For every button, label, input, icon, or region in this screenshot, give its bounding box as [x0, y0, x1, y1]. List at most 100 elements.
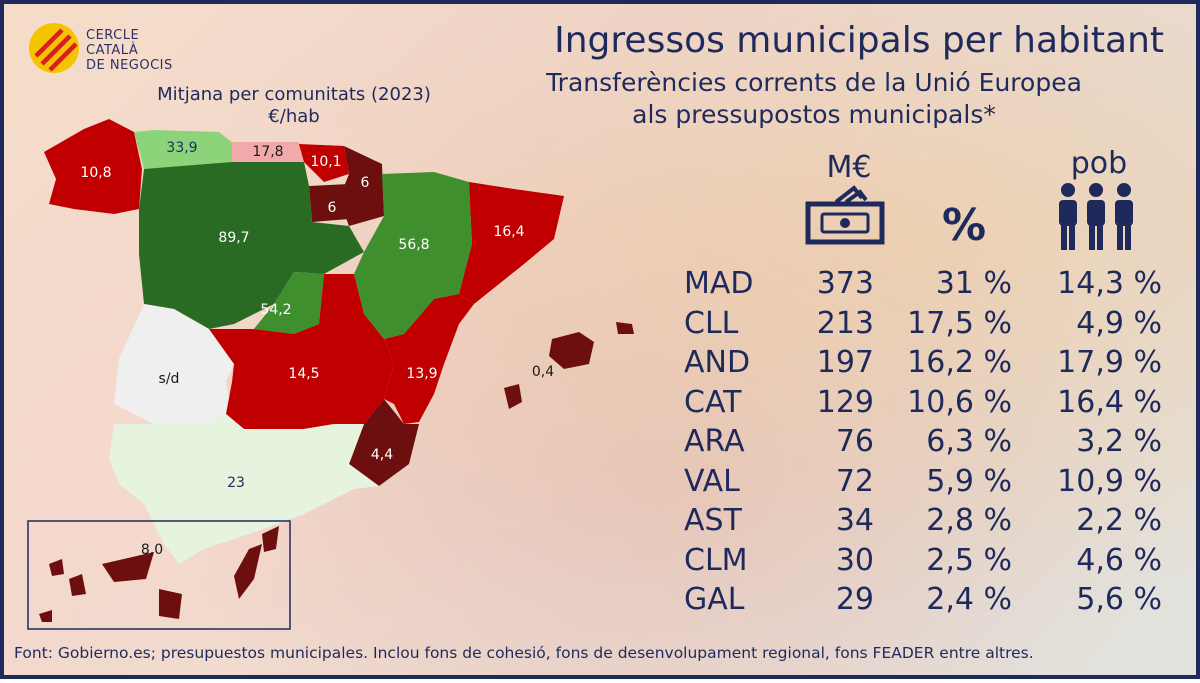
map-label-bal: 0,4 — [532, 364, 554, 380]
source-footnote: Font: Gobierno.es; presupuestos municipa… — [14, 644, 1034, 662]
banknote-icon — [805, 185, 885, 245]
map-label-mad: 54,2 — [260, 302, 291, 318]
people-icon — [1059, 183, 1133, 250]
table-row: CLL 213 17,5 % 4,9 % — [684, 306, 1164, 346]
row-millions: 29 — [835, 582, 874, 617]
map-label-and: 23 — [227, 475, 245, 491]
map-label-ara: 56,8 — [398, 237, 429, 253]
region-ast — [134, 130, 234, 169]
map-label-nav: 6 — [361, 175, 370, 191]
map-label-can-is: 8,0 — [141, 542, 163, 558]
region-canarias-7 — [39, 610, 52, 622]
header-millions: M€ — [826, 150, 872, 185]
row-millions: 129 — [816, 384, 874, 420]
row-code: AST — [684, 503, 742, 538]
region-cll — [139, 162, 364, 329]
logo-line-2: CATALÀ — [86, 43, 139, 58]
region-cat — [459, 182, 564, 304]
row-percent: 2,4 % — [926, 582, 1012, 617]
map-label-gal: 10,8 — [80, 165, 111, 181]
map-heading-unit: €/hab — [268, 106, 320, 127]
region-ext — [114, 304, 234, 424]
subtitle-line-2: als pressupostos municipals* — [632, 100, 996, 129]
row-population: 5,6 % — [1076, 582, 1162, 617]
row-code: VAL — [684, 463, 740, 499]
row-percent: 5,9 % — [926, 463, 1012, 499]
header-population: pob — [1070, 146, 1128, 181]
row-percent: 31 % — [935, 266, 1012, 301]
map-label-clm: 14,5 — [288, 366, 319, 382]
table-row: MAD 373 31 % 14,3 % — [684, 266, 1164, 306]
region-canarias-5 — [234, 544, 262, 599]
logo-line-3: DE NEGOCIS — [86, 58, 173, 73]
map-label-ext: s/d — [159, 371, 180, 387]
map-label-pva: 10,1 — [310, 154, 341, 170]
region-bal — [549, 332, 594, 369]
row-millions: 72 — [835, 463, 874, 499]
data-table: MAD 373 31 % 14,3 % CLL 213 17,5 % 4,9 % AND 197 1… — [684, 266, 1164, 622]
region-bal-eivissa — [504, 384, 522, 409]
map-label-rio: 6 — [328, 200, 337, 216]
row-population: 3,2 % — [1076, 424, 1162, 459]
region-clm — [209, 274, 394, 429]
table-row: GAL 29 2,4 % 5,6 % — [684, 582, 1164, 622]
logo-line-1: CERCLE — [86, 28, 140, 43]
row-population: 16,4 % — [1057, 384, 1162, 420]
table-row: CAT 129 10,6 % 16,4 % — [684, 385, 1164, 425]
region-ara — [354, 172, 472, 339]
row-code: CLM — [684, 542, 748, 578]
row-population: 10,9 % — [1057, 463, 1162, 499]
row-millions: 34 — [835, 503, 874, 538]
row-code: MAD — [684, 266, 754, 301]
region-mad — [254, 272, 324, 334]
row-percent: 2,8 % — [926, 503, 1012, 538]
table-row: ARA 76 6,3 % 3,2 % — [684, 424, 1164, 464]
table-row: CLM 30 2,5 % 4,6 % — [684, 543, 1164, 583]
row-percent: 16,2 % — [907, 345, 1012, 380]
map-label-cat: 16,4 — [493, 224, 524, 240]
row-percent: 6,3 % — [926, 424, 1012, 459]
table-row: VAL 72 5,9 % 10,9 % — [684, 464, 1164, 504]
region-pva — [299, 144, 349, 182]
row-percent: 17,5 % — [907, 305, 1012, 341]
region-mur — [349, 399, 419, 486]
row-code: CAT — [684, 384, 742, 420]
header-percent: % — [941, 200, 987, 251]
logo: CERCLE CATALÀ DE NEGOCIS — [28, 22, 248, 92]
map-heading: Mitjana per comunitats (2023) €/hab — [114, 84, 474, 128]
region-bal-menorca — [616, 322, 634, 334]
map-label-can: 17,8 — [252, 144, 283, 160]
row-code: AND — [684, 345, 751, 380]
row-millions: 197 — [816, 345, 874, 380]
row-code: GAL — [684, 582, 745, 617]
region-canarias-3 — [102, 552, 154, 582]
row-millions: 213 — [816, 305, 874, 341]
row-population: 4,9 % — [1076, 305, 1162, 341]
row-millions: 76 — [835, 424, 874, 459]
table-row: AST 34 2,8 % 2,2 % — [684, 503, 1164, 543]
table-row: AND 197 16,2 % 17,9 % — [684, 345, 1164, 385]
row-percent: 10,6 % — [907, 384, 1012, 420]
row-population: 4,6 % — [1076, 542, 1162, 578]
subtitle-line-1: Transferències corrents de la Unió Europ… — [546, 68, 1082, 97]
map-label-cll: 89,7 — [218, 230, 249, 246]
map-label-val: 13,9 — [406, 366, 437, 382]
row-code: CLL — [684, 305, 739, 341]
row-millions: 373 — [816, 266, 874, 301]
canary-inset-frame — [27, 520, 291, 630]
region-canarias-6 — [262, 526, 279, 552]
region-nav — [339, 146, 384, 226]
page-title: Ingressos municipals per habitant — [554, 20, 1164, 61]
logo-mark-icon — [29, 23, 79, 73]
row-percent: 2,5 % — [926, 542, 1012, 578]
region-canarias-4 — [159, 589, 182, 619]
map-label-mur: 4,4 — [371, 447, 393, 463]
region-canarias-2 — [69, 574, 86, 596]
row-population: 2,2 % — [1076, 503, 1162, 538]
region-val — [384, 294, 474, 424]
row-millions: 30 — [835, 542, 874, 578]
row-population: 17,9 % — [1057, 345, 1162, 380]
region-rio — [309, 184, 349, 222]
spain-choropleth-map: 10,8 33,9 17,8 10,1 6 6 89,7 56,8 16,4 54,2 s/d 14,… — [27, 119, 634, 630]
